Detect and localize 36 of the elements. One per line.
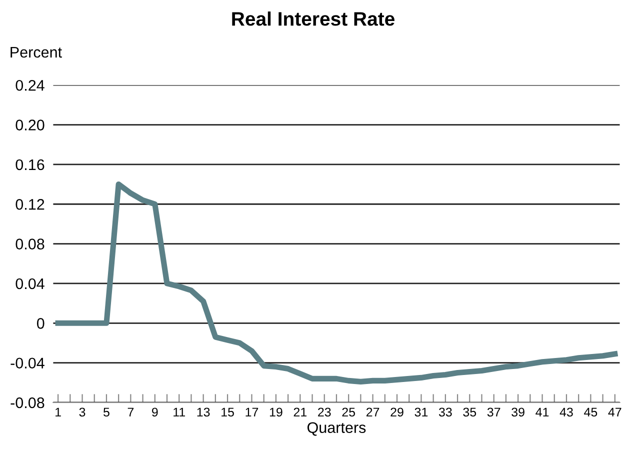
x-tick-label: 25	[342, 408, 356, 417]
x-tick-label: 11	[174, 408, 185, 416]
x-axis-title: Quarters	[307, 422, 366, 436]
x-tick-label: 31	[414, 408, 428, 417]
y-tick-label: 0.12	[16, 198, 44, 210]
y-tick-label: 0.04	[16, 278, 44, 290]
x-tick-label: 3	[79, 408, 86, 417]
y-tick-label: -0.04	[10, 358, 44, 369]
x-tick-label: 13	[197, 408, 210, 417]
x-tick-label: 21	[294, 408, 306, 416]
x-tick-label: 33	[438, 408, 452, 417]
x-tick-label: 7	[128, 408, 134, 416]
x-tick-label: 27	[366, 408, 380, 416]
x-tick-label: 37	[487, 408, 500, 417]
x-tick-label: 39	[512, 408, 524, 417]
x-tick-label: 9	[152, 408, 158, 417]
chart-title: Real Interest Rate	[232, 12, 394, 26]
x-tick-label: 47	[608, 408, 622, 416]
y-tick-label: -0.08	[10, 397, 44, 408]
x-tick-label: 17	[246, 408, 258, 416]
x-tick-label: 43	[560, 408, 573, 417]
y-axis-title: Percent	[10, 46, 62, 58]
x-tick-label: 29	[390, 408, 404, 417]
x-tick-label: 5	[104, 408, 110, 417]
x-tick-label: 45	[584, 408, 598, 417]
y-tick-label: 0.16	[16, 159, 44, 170]
x-tick-label: 23	[318, 408, 331, 417]
x-tick-label: 1	[56, 408, 61, 416]
x-tick-label: 41	[536, 408, 549, 416]
y-tick-label: 0	[36, 318, 44, 329]
x-tick-label: 35	[463, 408, 476, 417]
y-tick-label: 0.08	[16, 238, 44, 250]
x-tick-label: 19	[270, 408, 282, 417]
x-tick-label: 15	[222, 408, 234, 417]
y-tick-label: 0.20	[16, 120, 44, 130]
y-tick-label: 0.24	[16, 80, 44, 91]
